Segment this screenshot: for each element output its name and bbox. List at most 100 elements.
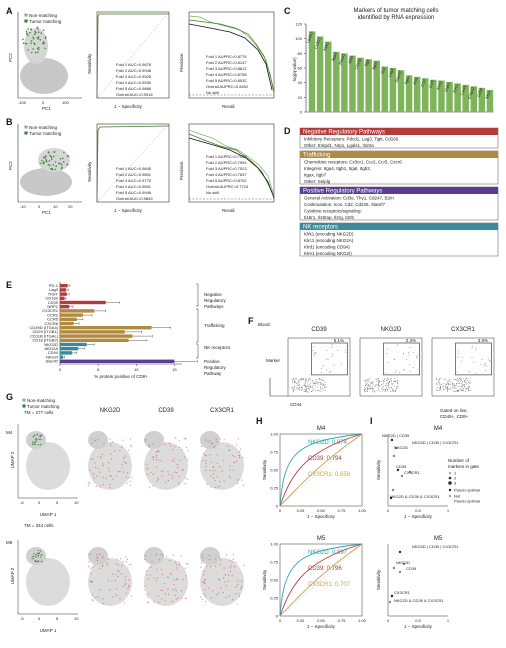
umap-cluster — [88, 547, 108, 565]
f-event — [313, 346, 315, 348]
f-event — [440, 389, 441, 391]
umap-point — [107, 579, 109, 581]
umap-point — [177, 466, 179, 468]
umap-point — [228, 595, 230, 597]
umap-point — [131, 476, 133, 478]
umap-point — [153, 577, 155, 579]
g-col-title-cd39: CD39 — [158, 408, 174, 414]
pr-a-frame — [188, 11, 275, 99]
legend-matching: Tumor matching — [29, 19, 62, 24]
matching-point — [27, 34, 29, 36]
umap-point — [232, 599, 234, 601]
umap-point — [174, 446, 176, 448]
f-event — [305, 378, 307, 380]
f-event — [320, 372, 322, 374]
f-event — [371, 389, 373, 391]
umap-point — [102, 603, 104, 605]
h-ytick: 1.00 — [270, 432, 279, 437]
umap-point — [88, 561, 90, 563]
f-event — [439, 389, 441, 391]
matching-point — [63, 161, 65, 163]
i-legend-dot — [448, 481, 452, 485]
e-category-label: NKG2D — [44, 342, 58, 347]
umap-point — [97, 596, 99, 598]
umap-point — [209, 469, 211, 471]
umap-point — [209, 558, 211, 560]
f-event — [465, 388, 467, 390]
umap-point — [109, 438, 111, 440]
f-event — [319, 382, 321, 384]
umap-point — [186, 459, 188, 461]
umap-point — [219, 438, 221, 440]
f-event — [326, 358, 328, 360]
umap-point — [162, 470, 164, 472]
matching-point — [39, 162, 42, 165]
pca-a-xtick-2: 0 — [42, 100, 45, 105]
umap-point — [167, 480, 169, 482]
umap-point — [129, 484, 131, 486]
pr-plot-a: Fold 1 AUPRC=0.8776 Fold 2 AUPRC=0.8147 … — [179, 11, 275, 109]
umap-point — [108, 470, 110, 472]
umap-point — [150, 471, 152, 473]
d-line: Itgax, Itgb7 — [304, 173, 327, 178]
f-event — [306, 382, 308, 384]
roc-a-legend-2: Fold 2 AUC=0.9948 — [116, 68, 152, 73]
umap-xtick: 5 — [56, 616, 59, 621]
f-event — [377, 384, 379, 386]
i-legend-item: 2 — [454, 476, 457, 481]
umap-cloud — [26, 558, 70, 606]
h-xlabel: 1 − Specificity — [307, 514, 336, 519]
f-event — [292, 379, 294, 381]
matching-point — [30, 42, 32, 44]
f-event — [305, 380, 307, 382]
f-event — [445, 385, 447, 387]
umap-point — [39, 444, 41, 446]
umap-point — [120, 558, 122, 560]
umap-point — [147, 473, 149, 475]
umap-point — [164, 593, 166, 595]
umap-point — [116, 588, 118, 590]
f-event — [440, 385, 442, 387]
h-roc-curve — [279, 543, 363, 617]
umap-point — [99, 589, 101, 591]
f-pct: 2.3% — [406, 338, 416, 343]
f-event — [395, 388, 397, 389]
f-event — [484, 364, 486, 365]
f-event — [316, 382, 318, 384]
f-event — [297, 379, 299, 381]
e-category-label: TIGIT — [48, 291, 59, 296]
umap-point — [182, 468, 184, 471]
umap-point — [119, 449, 121, 451]
f-event — [387, 382, 389, 383]
pr-a-legend-5: Fold 5 AUPRC=0.8532 — [206, 78, 247, 83]
umap-point — [175, 598, 177, 600]
umap-point — [222, 591, 224, 594]
f-pct: 3.8% — [478, 338, 488, 343]
f-event — [475, 372, 477, 374]
h-ytick: 1.00 — [270, 542, 279, 547]
f-event — [464, 380, 466, 381]
f-event — [390, 377, 392, 379]
umap-point — [236, 603, 238, 605]
umap-point — [203, 582, 206, 584]
umap-point — [232, 558, 234, 561]
matching-point — [37, 36, 40, 38]
umap-point — [39, 436, 41, 438]
f-event — [465, 391, 466, 392]
c-category-label: Klrc1 — [452, 83, 460, 93]
e-xtick-label: 10 — [134, 367, 139, 372]
panel-h-label: H — [256, 416, 263, 426]
i-xtick: 1 — [447, 618, 450, 623]
f-event — [392, 389, 394, 391]
f-event — [312, 350, 314, 352]
c-ytick-label: 0 — [300, 110, 303, 115]
f-event — [312, 385, 314, 387]
h-ytick: 0 — [276, 614, 279, 619]
umap-axes — [17, 540, 78, 615]
f-event — [304, 384, 306, 386]
f-event — [366, 379, 368, 381]
f-event — [452, 387, 454, 389]
umap-point — [91, 472, 94, 474]
g-col-title-nkg2d: NKG2D — [100, 408, 121, 414]
